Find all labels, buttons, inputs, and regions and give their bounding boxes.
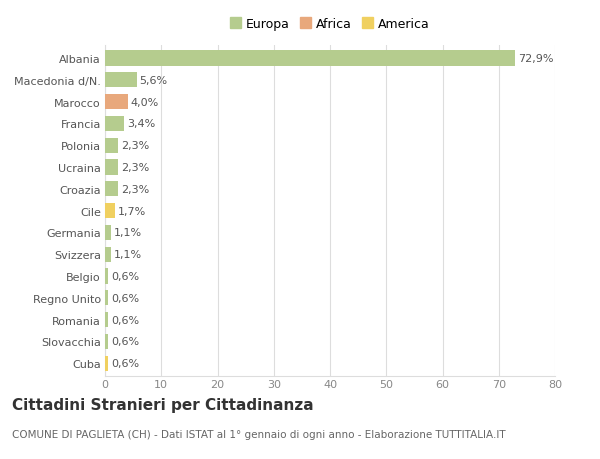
Text: 4,0%: 4,0% [130,97,158,107]
Text: 0,6%: 0,6% [111,336,139,347]
Text: 5,6%: 5,6% [139,76,167,86]
Bar [105,51,515,67]
Bar [105,247,111,262]
Text: 0,6%: 0,6% [111,315,139,325]
Bar [105,291,109,306]
Bar [105,225,111,241]
Bar [105,334,109,349]
Bar [105,73,137,88]
Text: 0,6%: 0,6% [111,293,139,303]
Bar [105,160,118,175]
Bar [105,117,124,132]
Text: COMUNE DI PAGLIETA (CH) - Dati ISTAT al 1° gennaio di ogni anno - Elaborazione T: COMUNE DI PAGLIETA (CH) - Dati ISTAT al … [12,429,506,439]
Text: 1,1%: 1,1% [114,250,142,260]
Text: 0,6%: 0,6% [111,271,139,281]
Bar [105,269,109,284]
Text: 1,1%: 1,1% [114,228,142,238]
Bar [105,182,118,197]
Legend: Europa, Africa, America: Europa, Africa, America [227,15,433,33]
Text: 3,4%: 3,4% [127,119,155,129]
Text: 2,3%: 2,3% [121,162,149,173]
Bar [105,312,109,327]
Bar [105,356,109,371]
Bar [105,95,128,110]
Text: 72,9%: 72,9% [518,54,553,64]
Text: 1,7%: 1,7% [118,206,146,216]
Text: 0,6%: 0,6% [111,358,139,368]
Text: 2,3%: 2,3% [121,141,149,151]
Bar [105,138,118,153]
Bar [105,203,115,219]
Text: Cittadini Stranieri per Cittadinanza: Cittadini Stranieri per Cittadinanza [12,397,314,412]
Text: 2,3%: 2,3% [121,185,149,195]
